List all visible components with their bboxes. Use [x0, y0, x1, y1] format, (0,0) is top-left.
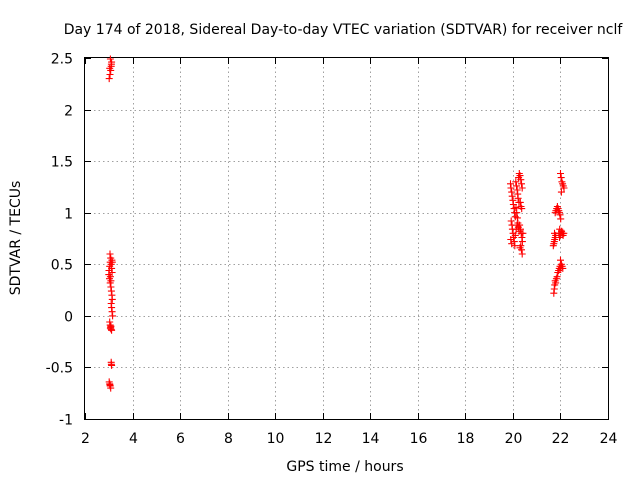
- y-tick-label: 2.5: [51, 52, 73, 68]
- y-tick-label: 1: [64, 207, 73, 223]
- data-point-plus: [519, 229, 527, 237]
- data-point-plus: [512, 178, 520, 186]
- data-point-plus: [516, 244, 524, 252]
- data-point-plus: [508, 240, 516, 248]
- data-point-plus: [108, 258, 116, 266]
- x-tick-label: 24: [600, 431, 618, 447]
- x-tick-label: 8: [224, 431, 233, 447]
- data-point-plus: [513, 182, 520, 190]
- data-point-plus: [107, 384, 115, 392]
- x-tick-label: 18: [457, 431, 475, 447]
- data-point-plus: [107, 277, 115, 285]
- y-tick-label: 0: [64, 310, 73, 326]
- data-point-plus: [518, 205, 526, 213]
- data-point-plus: [507, 217, 515, 225]
- x-tick-label: 16: [410, 431, 428, 447]
- axis-ticks: 2 4 6 8 10 12 14 16 18 20 22 24-1-0.500.511.522.5: [46, 52, 618, 448]
- data-point-plus: [106, 250, 114, 258]
- data-point-plus: [507, 184, 515, 192]
- x-tick-label: 6: [176, 431, 185, 447]
- data-point-plus: [508, 192, 516, 200]
- x-tick-label: 2: [81, 431, 90, 447]
- data-point-plus: [105, 267, 113, 274]
- x-tick-label: 4: [129, 431, 138, 447]
- y-tick-label: 1.5: [51, 155, 73, 171]
- data-point-plus: [518, 250, 526, 258]
- data-point-plus: [507, 236, 515, 243]
- data-point-plus: [109, 312, 117, 320]
- chart-title: Day 174 of 2018, Sidereal Day-to-day VTE…: [64, 22, 624, 38]
- y-axis-label: SDTVAR / TECUs: [8, 181, 24, 296]
- data-point-plus: [557, 170, 564, 177]
- data-point-plus: [107, 60, 115, 68]
- y-tick-label: -1: [59, 413, 73, 429]
- data-point-plus: [517, 225, 524, 233]
- data-point-plus: [514, 194, 522, 202]
- x-tick-label: 14: [362, 431, 380, 447]
- data-point-plus: [557, 215, 565, 223]
- data-point-plus: [557, 188, 565, 196]
- plot-frame: [84, 57, 609, 420]
- y-tick-label: -0.5: [46, 361, 73, 377]
- data-point-plus: [552, 279, 560, 287]
- y-tick-label: 0.5: [51, 258, 73, 274]
- data-point-plus: [107, 360, 115, 368]
- data-point-plus: [516, 172, 524, 180]
- data-point-plus: [553, 273, 561, 281]
- data-point-plus: [556, 211, 564, 219]
- x-axis-label: GPS time / hours: [286, 459, 403, 475]
- data-point-plus: [106, 71, 114, 78]
- data-point-plus: [107, 322, 115, 330]
- data-point-plus: [560, 229, 568, 237]
- data-points: [105, 55, 568, 392]
- data-point-plus: [106, 55, 114, 63]
- x-tick-label: 20: [505, 431, 523, 447]
- y-tick-label: 2: [64, 104, 73, 120]
- data-point-plus: [560, 184, 568, 192]
- data-point-plus: [557, 256, 564, 264]
- data-point-plus: [557, 174, 565, 182]
- data-point-plus: [517, 176, 525, 184]
- data-point-plus: [516, 221, 524, 229]
- data-point-plus: [513, 209, 521, 217]
- data-point-plus: [512, 204, 520, 212]
- data-point-plus: [518, 180, 525, 188]
- chart-grid: [85, 58, 608, 419]
- x-tick-label: 22: [552, 431, 570, 447]
- data-point-plus: [556, 225, 564, 233]
- data-point-plus: [511, 231, 519, 239]
- data-point-plus: [105, 75, 113, 83]
- data-point-plus: [518, 238, 526, 246]
- data-point-plus: [518, 184, 526, 192]
- data-point-plus: [108, 295, 116, 303]
- data-point-plus: [559, 264, 567, 272]
- data-point-plus: [516, 198, 524, 206]
- data-point-plus: [106, 381, 114, 389]
- x-tick-label: 10: [267, 431, 285, 447]
- x-tick-label: 12: [315, 431, 333, 447]
- data-point-plus: [106, 64, 114, 72]
